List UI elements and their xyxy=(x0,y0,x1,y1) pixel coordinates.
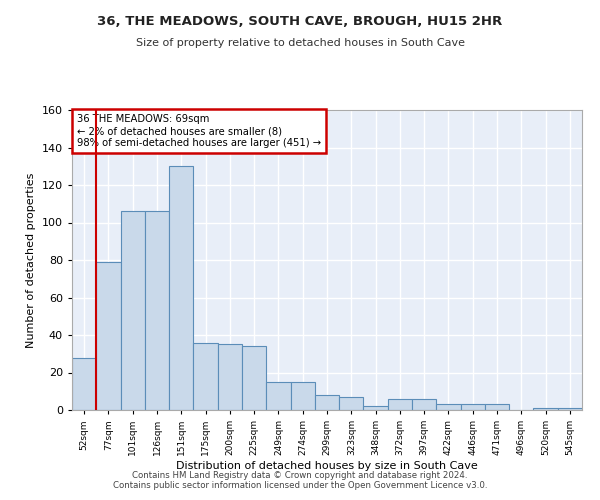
Bar xyxy=(169,166,193,410)
Bar xyxy=(96,262,121,410)
Bar xyxy=(485,404,509,410)
Bar xyxy=(558,408,582,410)
Bar xyxy=(339,397,364,410)
Bar xyxy=(193,342,218,410)
Bar xyxy=(121,211,145,410)
Text: Contains HM Land Registry data © Crown copyright and database right 2024.
Contai: Contains HM Land Registry data © Crown c… xyxy=(113,470,487,490)
Bar xyxy=(72,358,96,410)
Bar xyxy=(461,404,485,410)
Text: 36 THE MEADOWS: 69sqm
← 2% of detached houses are smaller (8)
98% of semi-detach: 36 THE MEADOWS: 69sqm ← 2% of detached h… xyxy=(77,114,321,148)
Bar xyxy=(436,404,461,410)
Bar xyxy=(364,406,388,410)
Bar xyxy=(388,399,412,410)
Bar xyxy=(315,395,339,410)
Bar xyxy=(266,382,290,410)
Text: 36, THE MEADOWS, SOUTH CAVE, BROUGH, HU15 2HR: 36, THE MEADOWS, SOUTH CAVE, BROUGH, HU1… xyxy=(97,15,503,28)
Bar xyxy=(290,382,315,410)
Bar xyxy=(145,211,169,410)
Bar xyxy=(533,408,558,410)
Bar xyxy=(412,399,436,410)
Y-axis label: Number of detached properties: Number of detached properties xyxy=(26,172,36,348)
Text: Size of property relative to detached houses in South Cave: Size of property relative to detached ho… xyxy=(136,38,464,48)
Bar xyxy=(218,344,242,410)
X-axis label: Distribution of detached houses by size in South Cave: Distribution of detached houses by size … xyxy=(176,461,478,471)
Bar xyxy=(242,346,266,410)
